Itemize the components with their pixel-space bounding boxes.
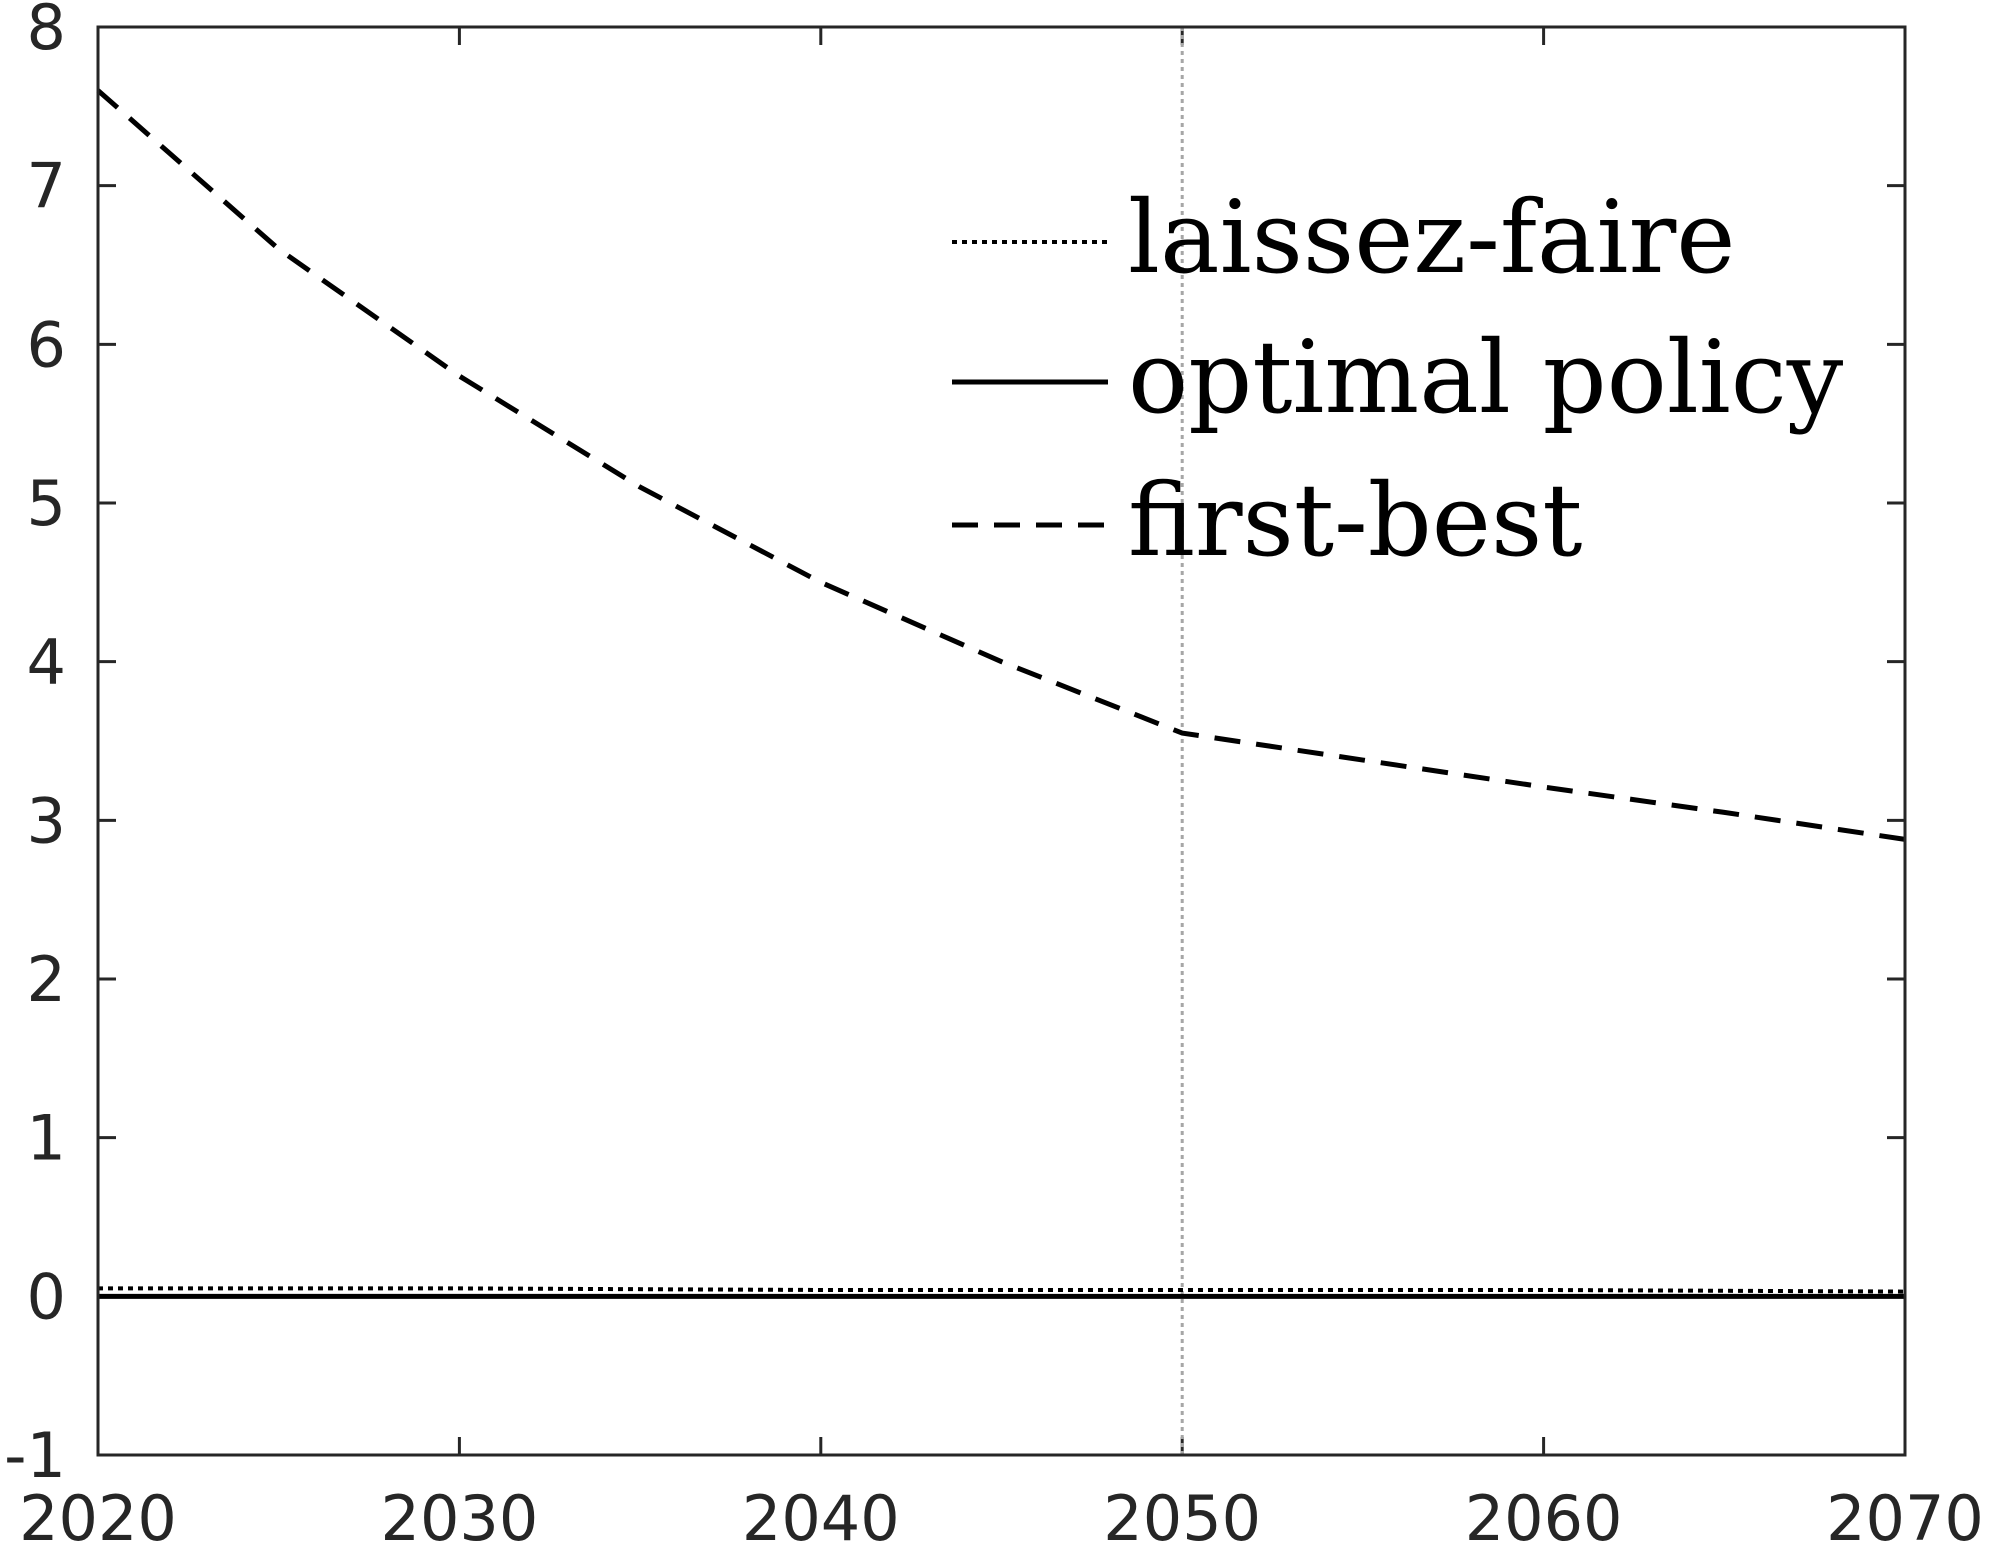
series-line-first-best	[96, 88, 1906, 842]
x-tick-label: 2030	[381, 1482, 539, 1552]
series-line-laissez-faire	[98, 1286, 1906, 1294]
y-axis-ticks: -1 0 1 2 3 4 5 6 7 8	[4, 0, 1905, 1492]
legend-label: laissez-faire	[1128, 179, 1735, 296]
y-tick-label: 2	[27, 943, 66, 1016]
legend: laissez-faire optimal policy first-best	[952, 179, 1844, 579]
y-tick-label: 7	[27, 150, 66, 223]
x-axis-ticks: 2020 2030 2040 2050 2060 2070	[19, 27, 1984, 1552]
y-tick-label: 8	[27, 0, 66, 64]
y-tick-label: 0	[27, 1260, 66, 1333]
x-tick-label: 2040	[742, 1482, 900, 1552]
y-tick-label: 1	[27, 1102, 66, 1175]
x-tick-label: 2070	[1826, 1482, 1984, 1552]
plot-frame	[96, 25, 1907, 1457]
series-layer	[96, 88, 1906, 1299]
y-tick-label: 3	[27, 784, 66, 857]
legend-label: first-best	[1128, 462, 1583, 579]
x-tick-label: 2060	[1465, 1482, 1623, 1552]
legend-label: optimal policy	[1128, 319, 1844, 436]
y-tick-label: -1	[4, 1419, 66, 1492]
x-tick-label: 2020	[19, 1482, 177, 1552]
y-tick-label: 6	[27, 308, 66, 381]
y-tick-label: 5	[27, 467, 66, 540]
y-tick-label: 4	[27, 626, 66, 699]
x-tick-label: 2050	[1103, 1482, 1261, 1552]
